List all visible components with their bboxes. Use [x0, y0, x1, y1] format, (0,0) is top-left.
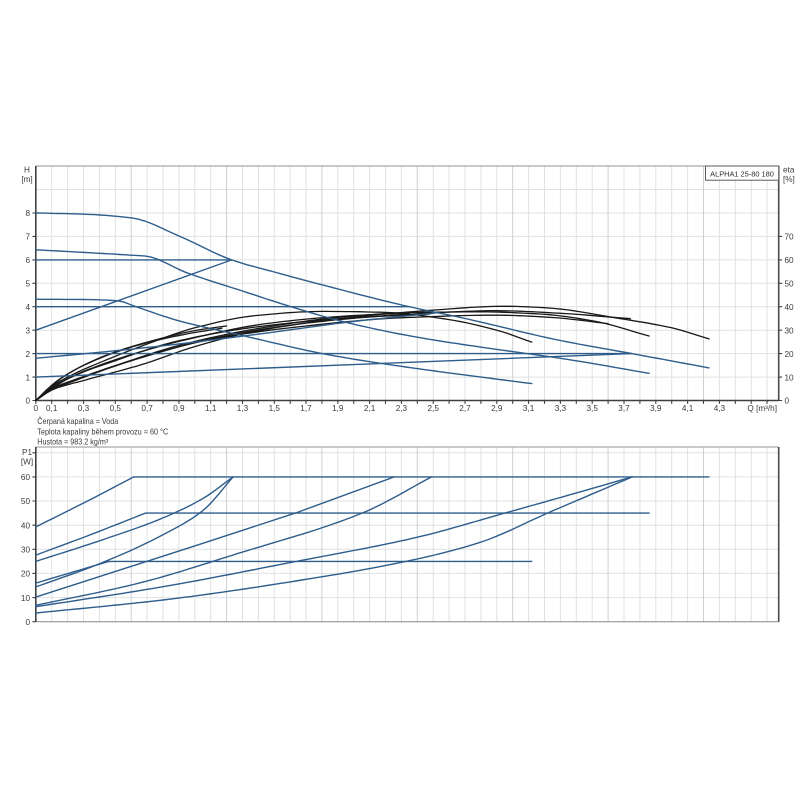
svg-text:0: 0 [34, 404, 39, 413]
svg-text:0: 0 [25, 618, 30, 627]
svg-text:1: 1 [25, 373, 30, 382]
svg-text:3: 3 [25, 326, 30, 335]
svg-text:1,9: 1,9 [332, 404, 344, 413]
svg-text:6: 6 [25, 256, 30, 265]
svg-text:3,7: 3,7 [618, 404, 630, 413]
svg-text:5: 5 [25, 280, 30, 289]
svg-text:60: 60 [21, 473, 31, 482]
svg-text:0,9: 0,9 [173, 404, 185, 413]
svg-text:2,7: 2,7 [459, 404, 471, 413]
svg-text:20: 20 [785, 350, 795, 359]
svg-text:60: 60 [785, 256, 795, 265]
svg-text:1,3: 1,3 [237, 404, 249, 413]
svg-text:P1: P1 [22, 448, 32, 457]
svg-text:8: 8 [25, 209, 30, 218]
svg-text:7: 7 [25, 233, 30, 242]
svg-text:2,3: 2,3 [396, 404, 408, 413]
svg-text:1,1: 1,1 [205, 404, 217, 413]
svg-text:40: 40 [785, 303, 795, 312]
svg-text:[W]: [W] [21, 458, 33, 467]
svg-text:3,1: 3,1 [523, 404, 535, 413]
svg-text:Hustota = 983.2 kg/m³: Hustota = 983.2 kg/m³ [37, 437, 108, 446]
svg-text:4,1: 4,1 [682, 404, 694, 413]
svg-text:3,3: 3,3 [555, 404, 567, 413]
svg-text:eta: eta [783, 166, 795, 175]
svg-text:Teplota kapaliny během provozu: Teplota kapaliny během provozu = 60 °C [37, 427, 168, 436]
svg-text:10: 10 [21, 594, 31, 603]
svg-text:H: H [24, 166, 30, 175]
svg-text:30: 30 [21, 546, 31, 555]
svg-text:ALPHA1 25-80 180: ALPHA1 25-80 180 [710, 169, 774, 178]
svg-text:0,5: 0,5 [110, 404, 122, 413]
svg-text:30: 30 [785, 326, 795, 335]
svg-text:20: 20 [21, 570, 31, 579]
svg-text:40: 40 [21, 521, 31, 530]
svg-text:2,5: 2,5 [428, 404, 440, 413]
svg-text:[m]: [m] [21, 175, 32, 184]
svg-text:1,5: 1,5 [269, 404, 281, 413]
svg-text:2,1: 2,1 [364, 404, 376, 413]
svg-text:Q [m³/h]: Q [m³/h] [747, 404, 777, 413]
svg-text:1,7: 1,7 [300, 404, 312, 413]
svg-text:0,7: 0,7 [141, 404, 153, 413]
svg-text:Čerpaná kapalina = Voda: Čerpaná kapalina = Voda [37, 416, 118, 426]
svg-text:0,3: 0,3 [78, 404, 90, 413]
svg-text:70: 70 [785, 233, 795, 242]
svg-text:50: 50 [21, 497, 31, 506]
svg-text:4: 4 [25, 303, 30, 312]
svg-text:0,1: 0,1 [46, 404, 58, 413]
svg-text:0: 0 [25, 397, 30, 406]
svg-text:4,3: 4,3 [714, 404, 726, 413]
svg-text:3,5: 3,5 [587, 404, 599, 413]
svg-text:10: 10 [785, 373, 795, 382]
svg-text:2: 2 [25, 350, 30, 359]
svg-text:2,9: 2,9 [491, 404, 503, 413]
svg-text:[%]: [%] [783, 175, 795, 184]
svg-text:3,9: 3,9 [650, 404, 662, 413]
svg-text:50: 50 [785, 280, 795, 289]
svg-text:0: 0 [785, 397, 790, 406]
